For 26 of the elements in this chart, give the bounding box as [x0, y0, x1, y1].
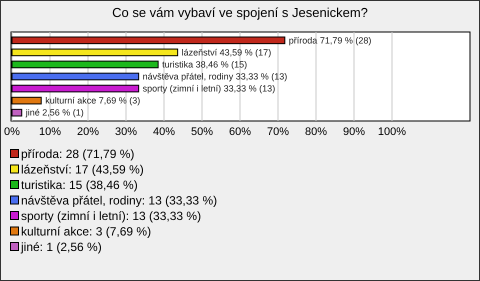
x-tick-label: 70%: [266, 126, 290, 138]
x-tick-label: 50%: [190, 126, 214, 138]
text: návštěva přátel, rodiny: 13 (33,33 %): [21, 194, 218, 208]
x-tick-label: 10%: [38, 126, 62, 138]
text: kulturní akce: 3 (7,69 %): [21, 224, 152, 238]
x-tick-label: 90%: [342, 126, 366, 138]
text: sporty (zimní i letní): 13 (33,33 %): [21, 209, 202, 223]
x-tick-label: 100%: [378, 126, 406, 138]
data-label: příroda 71,79 % (28): [288, 35, 372, 46]
x-tick-label: 80%: [304, 126, 328, 138]
data-label: lázeňství 43,59 % (17): [182, 47, 272, 58]
text: příroda: 28 (71,79 %): [21, 147, 134, 161]
data-label: sporty (zimní i letní) 33,33 % (13): [142, 84, 276, 94]
x-tick-label: 30%: [114, 126, 138, 138]
data-label: jiné 2,56 % (1): [24, 108, 84, 118]
text: turistika: 15 (38,46 %): [21, 178, 138, 192]
text: lázeňství: 17 (43,59 %): [21, 162, 144, 176]
x-tick-label: 60%: [228, 126, 252, 138]
text: jiné: 1 (2,56 %): [20, 240, 102, 254]
data-label: kulturní akce 7,69 % (3): [45, 96, 140, 106]
x-tick-label: 0%: [4, 126, 20, 138]
x-tick-label: 40%: [152, 126, 176, 138]
x-tick-label: 20%: [76, 126, 100, 138]
chart-title: Co se vám vybaví ve spojení s Jesenickem?: [112, 5, 368, 20]
data-label: návštěva přátel, rodiny 33,33 % (13): [142, 72, 288, 82]
data-label: turistika 38,46 % (15): [162, 59, 248, 70]
